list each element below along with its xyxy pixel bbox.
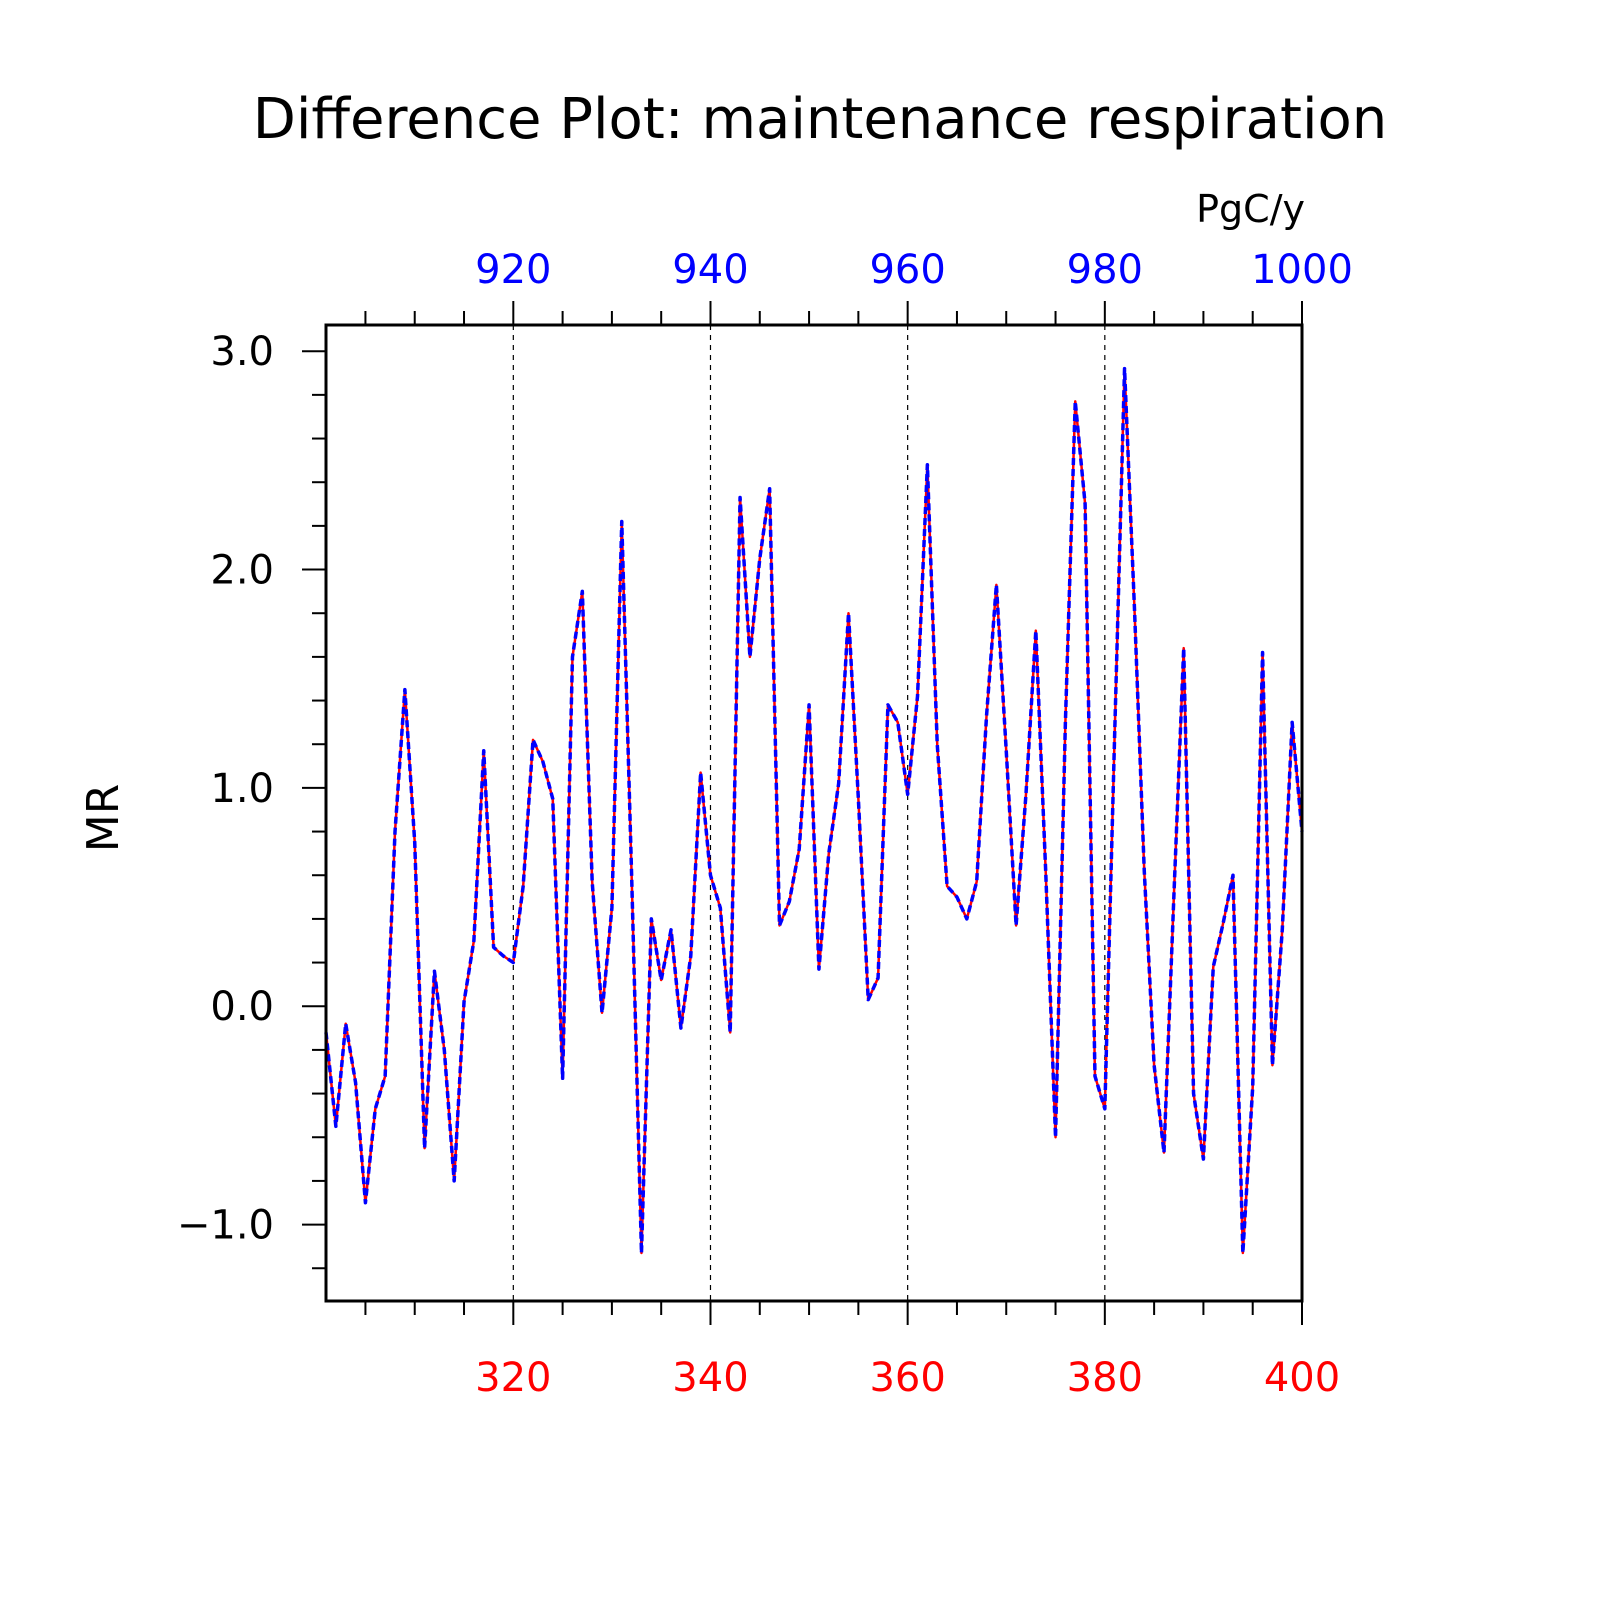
y-tick-label-3: 0.0 <box>210 984 274 1030</box>
y-tick-label-2: 1.0 <box>210 766 274 812</box>
bottom-tick-label-320: 320 <box>475 1355 551 1401</box>
series-lines <box>324 366 1304 1255</box>
top-tick-label-960: 960 <box>869 247 945 293</box>
chart-title: Difference Plot: maintenance respiration <box>253 87 1388 152</box>
series-line-1 <box>324 367 1304 1255</box>
y-tick-label-0: 3.0 <box>210 329 274 375</box>
tick-labels: 320 340 360 380 400 920 940 960 980 1000 3.0 2.0 1.0… <box>177 247 1353 1401</box>
top-tick-label-1000: 1000 <box>1251 247 1353 293</box>
y-tick-label-4: −1.0 <box>177 1203 274 1249</box>
top-tick-label-920: 920 <box>475 247 551 293</box>
plot-frame <box>324 323 1304 1303</box>
axis-ticks <box>302 301 1303 1325</box>
units-label: PgC/y <box>1196 187 1305 231</box>
bottom-tick-label-380: 380 <box>1067 1355 1143 1401</box>
bottom-tick-label-360: 360 <box>869 1355 945 1401</box>
y-tick-label-1: 2.0 <box>210 548 274 594</box>
bottom-tick-label-400: 400 <box>1264 1355 1340 1401</box>
top-tick-label-940: 940 <box>672 247 748 293</box>
series-line-2 <box>324 366 1304 1255</box>
bottom-tick-label-340: 340 <box>672 1355 748 1401</box>
y-axis-label: MR <box>78 784 129 853</box>
vertical-gridlines <box>512 325 1106 1301</box>
top-tick-label-980: 980 <box>1067 247 1143 293</box>
